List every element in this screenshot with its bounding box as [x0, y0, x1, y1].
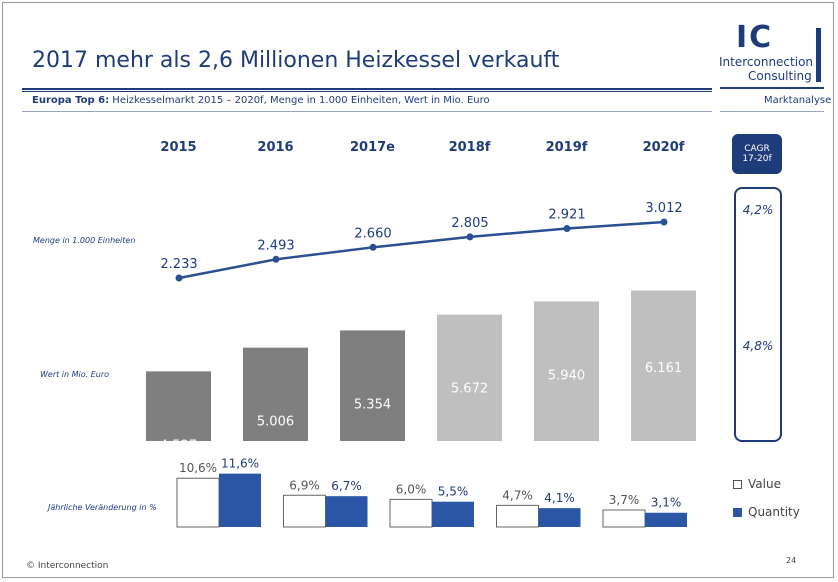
legend-quantity-swatch — [733, 508, 742, 517]
quantity-point-2018f — [466, 233, 474, 241]
year-label-2015: 2015 — [160, 140, 196, 155]
value-bar-label-2019f: 5.940 — [548, 368, 585, 383]
quantity-label-2017e: 2.660 — [354, 226, 391, 241]
change-value-bar-2019f — [602, 509, 646, 528]
quantity-point-2017e — [369, 243, 377, 251]
change-axis-label: Jährliche Veränderung in % — [48, 503, 157, 512]
cagr-header: CAGR 17-20f — [732, 134, 782, 174]
quantity-point-2019f — [563, 225, 571, 233]
logo-name-line1: Interconnection — [719, 55, 814, 69]
change-value-label-2018f: 4,7% — [502, 488, 533, 502]
value-bar-label-2020f: 6.161 — [645, 361, 682, 376]
change-value-label-2017e: 6,0% — [396, 482, 427, 496]
cagr-header-line2: 17-20f — [742, 154, 772, 164]
year-label-2018f: 2018f — [449, 140, 491, 155]
subtitle: Europa Top 6: Heizkesselmarkt 2015 – 202… — [32, 95, 490, 106]
change-value-bar-2015 — [176, 477, 220, 528]
change-quantity-label-2015: 11,6% — [221, 457, 259, 471]
quantity-label-2020f: 3.012 — [645, 201, 682, 216]
value-bar-2016 — [243, 347, 308, 441]
year-label-2019f: 2019f — [546, 140, 588, 155]
value-bar-2015 — [146, 371, 211, 441]
value-axis-label: Wert in Mio. Euro — [40, 370, 110, 379]
logo-mark: IC — [736, 20, 774, 55]
value-bar-label-2017e: 5.354 — [354, 397, 391, 412]
year-label-2017e: 2017e — [350, 140, 395, 155]
change-value-bar-2018f — [496, 504, 539, 528]
change-quantity-bar-2016 — [325, 496, 368, 527]
value-bar-2020f — [631, 290, 696, 441]
change-quantity-label-2019f: 3,1% — [651, 496, 682, 510]
logo-bar — [816, 28, 821, 82]
subtitle-rule — [22, 111, 712, 112]
change-quantity-bar-2019f — [645, 512, 687, 527]
footer-copyright: © Interconnection — [26, 561, 109, 571]
section-label: Marktanalyse — [764, 95, 832, 106]
quantity-label-2018f: 2.805 — [451, 216, 488, 231]
logo-name-line2: Consulting — [748, 69, 812, 83]
change-quantity-label-2016: 6,7% — [331, 479, 362, 493]
value-bar-label-2015: 4.527 — [160, 438, 197, 453]
legend-value-label: Value — [748, 477, 781, 491]
title-rule-thin — [22, 91, 712, 92]
year-label-2020f: 2020f — [643, 140, 685, 155]
change-value-bar-2016 — [283, 494, 326, 528]
value-bar-2018f — [437, 314, 502, 441]
change-value-label-2019f: 3,7% — [609, 493, 640, 507]
change-value-label-2016: 6,9% — [289, 478, 320, 492]
legend-quantity-label: Quantity — [748, 505, 800, 519]
quantity-point-2016 — [272, 255, 280, 263]
change-quantity-label-2017e: 5,5% — [438, 485, 469, 499]
page-number: 24 — [786, 556, 797, 565]
page-title: 2017 mehr als 2,6 Millionen Heizkessel v… — [32, 48, 560, 73]
quantity-label-2015: 2.233 — [160, 257, 197, 272]
change-quantity-bar-2017e — [432, 501, 474, 527]
cagr-box — [734, 187, 782, 442]
quantity-line — [178, 220, 665, 280]
logo-rule — [720, 87, 824, 89]
quantity-point-2015 — [175, 274, 183, 282]
value-bar-label-2018f: 5.672 — [451, 382, 488, 397]
value-bar-label-2016: 5.006 — [257, 415, 294, 430]
cagr-value-value: 4,8% — [742, 339, 774, 353]
subtitle-prefix: Europa Top 6: — [32, 95, 110, 106]
cagr-header-line1: CAGR — [744, 144, 770, 154]
quantity-label-2019f: 2.921 — [548, 208, 585, 223]
legend-value: Value — [733, 477, 781, 491]
value-bar-2019f — [534, 301, 599, 441]
cagr-quantity-value: 4,2% — [742, 203, 774, 217]
change-quantity-bar-2015 — [219, 473, 261, 527]
change-quantity-label-2018f: 4,1% — [544, 491, 575, 505]
legend-quantity: Quantity — [733, 505, 800, 519]
value-bar-2017e — [340, 330, 405, 441]
quantity-point-2020f — [660, 218, 668, 226]
change-value-label-2015: 10,6% — [179, 461, 217, 475]
quantity-axis-label: Menge in 1.000 Einheiten — [33, 236, 136, 245]
change-quantity-bar-2018f — [538, 508, 581, 527]
change-value-bar-2017e — [389, 498, 433, 528]
title-rule — [22, 88, 712, 90]
year-label-2016: 2016 — [257, 140, 293, 155]
legend-value-swatch — [733, 480, 742, 489]
section-rule — [720, 111, 824, 112]
subtitle-text: Heizkesselmarkt 2015 – 2020f, Menge in 1… — [112, 95, 490, 106]
quantity-label-2016: 2.493 — [257, 238, 294, 253]
